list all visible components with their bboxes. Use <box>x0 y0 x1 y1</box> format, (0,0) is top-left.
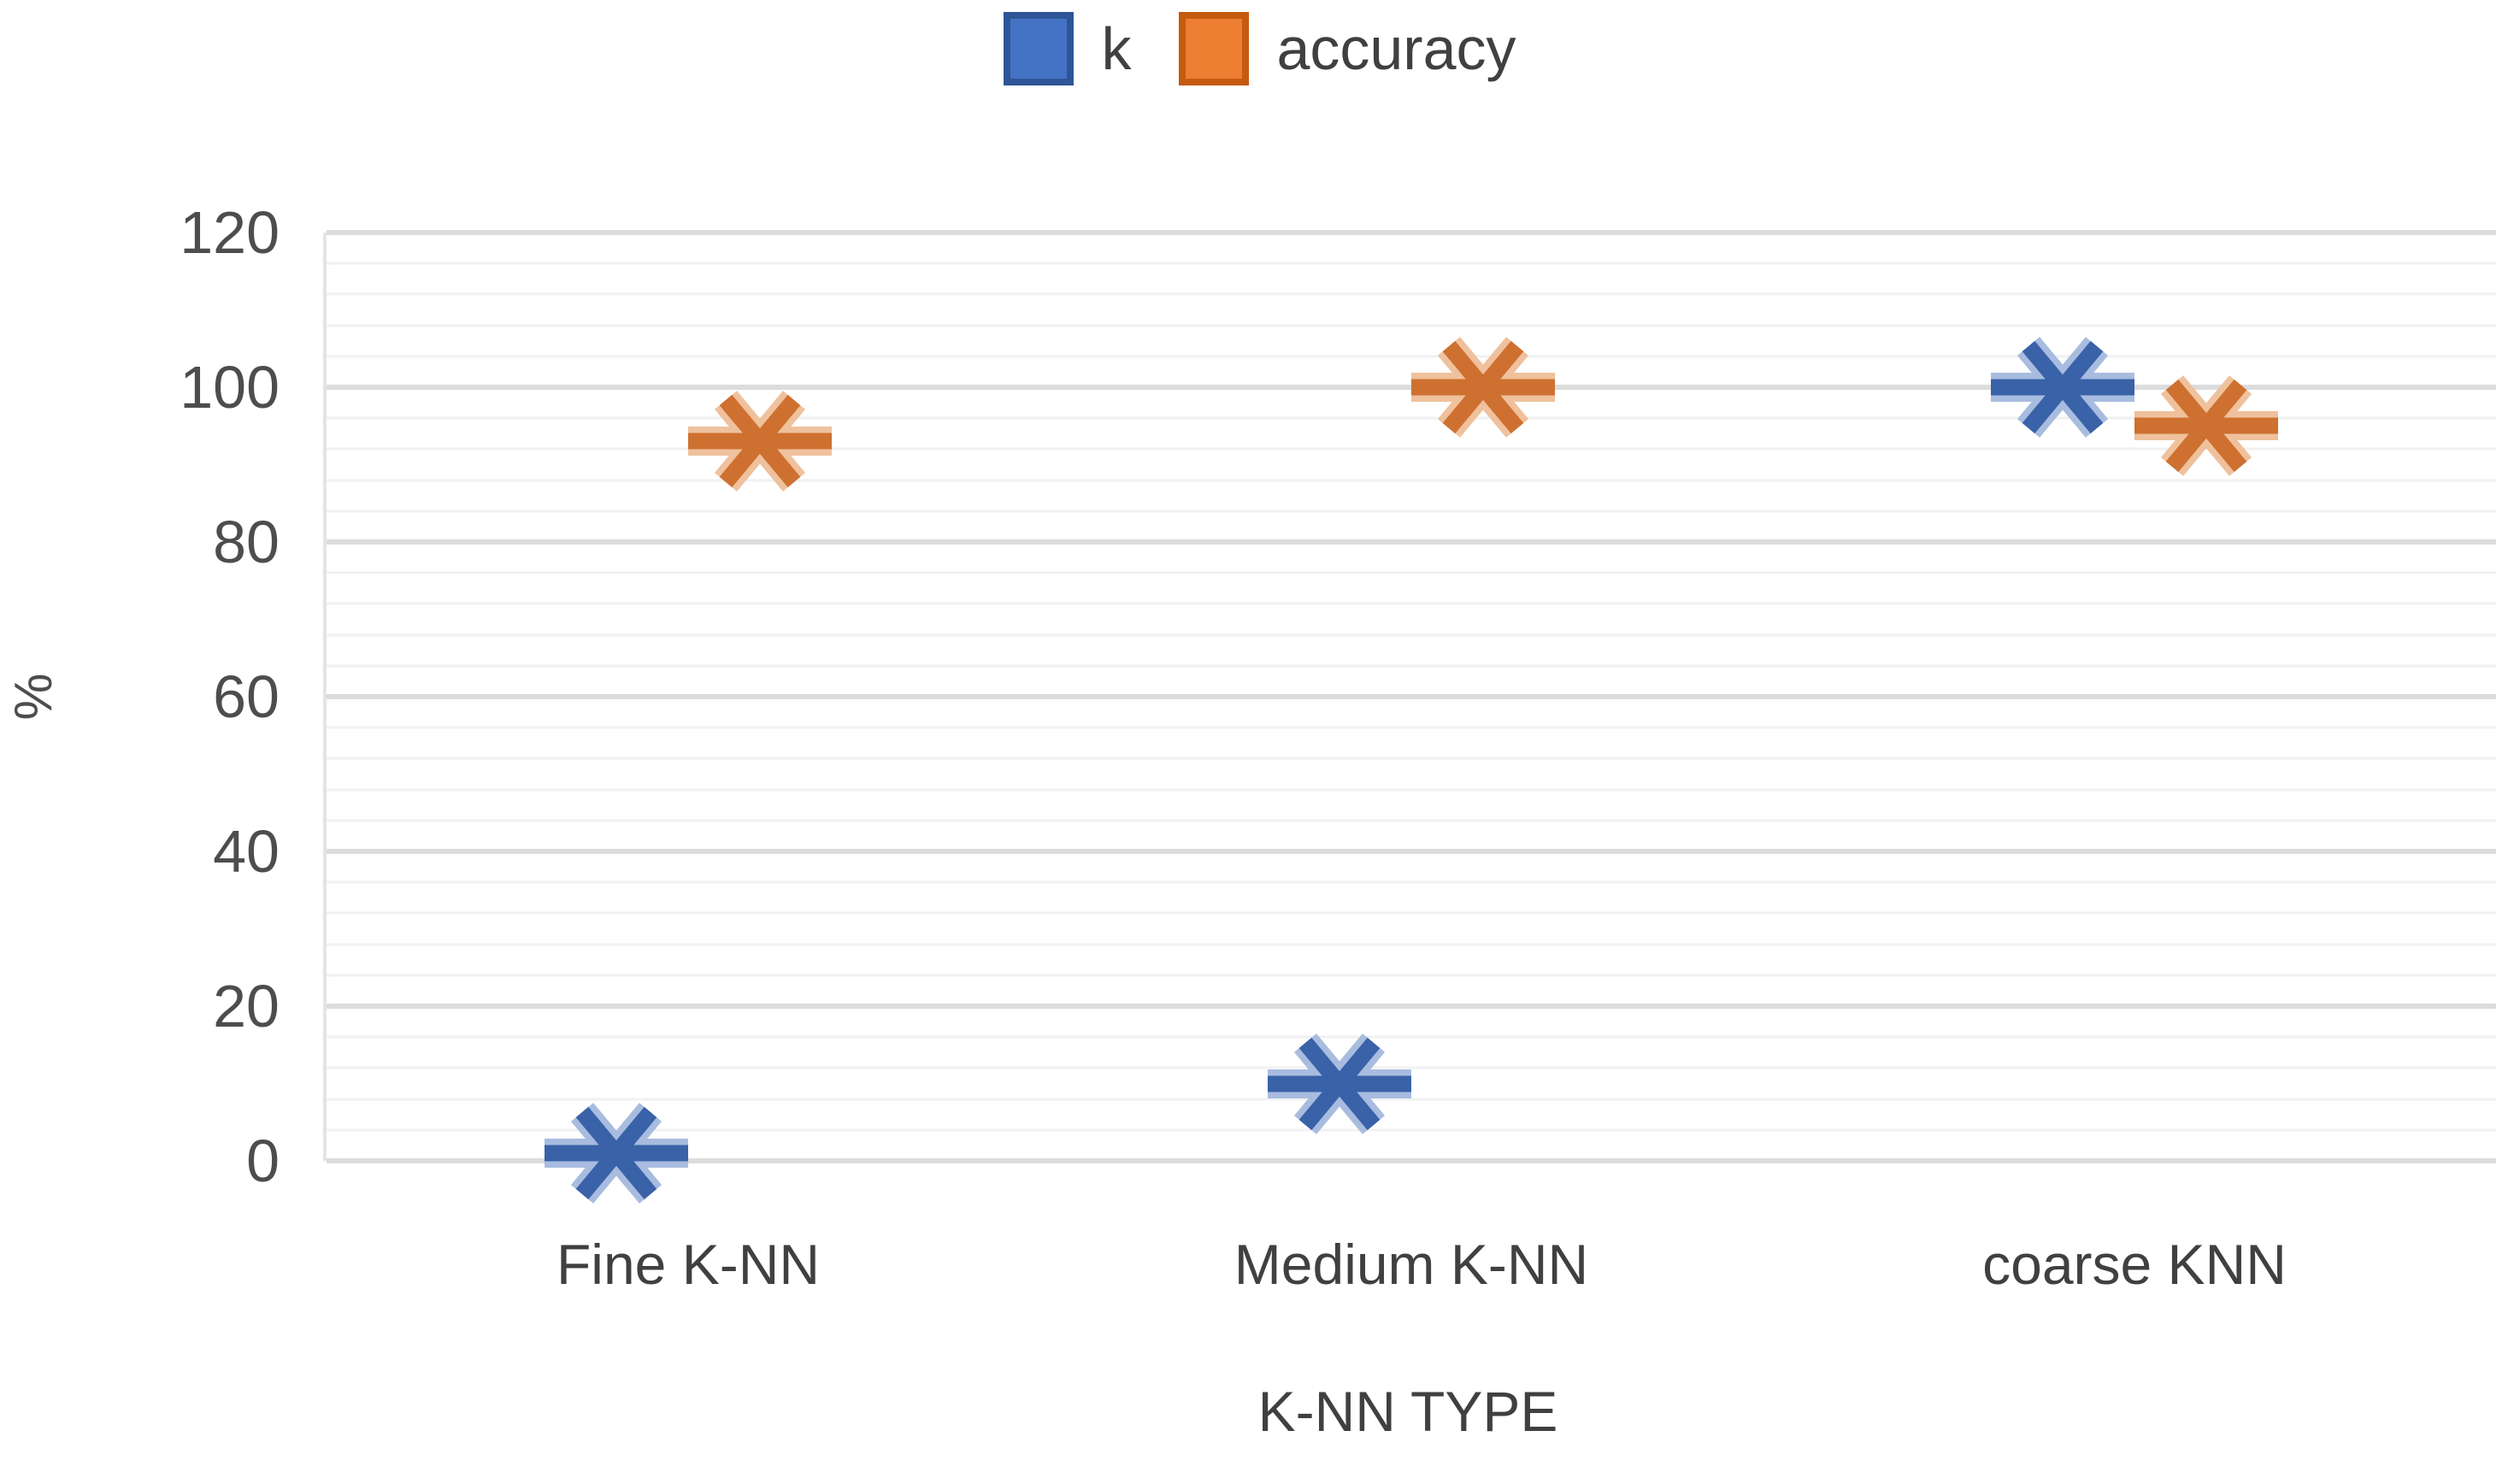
gridline-major <box>327 1004 2496 1009</box>
plot-area: 0 20 40 60 80 100 120 Fine K-NN Medium K-NN coars… <box>180 203 2496 1292</box>
gridline-major <box>327 539 2496 545</box>
marker-k-2 <box>1964 289 2161 486</box>
legend-swatch-accuracy <box>1179 12 1250 85</box>
gridline-minor <box>327 602 2496 605</box>
gridline-minor <box>327 911 2496 915</box>
gridline-minor <box>327 819 2496 822</box>
x-category-label: coarse KNN <box>1982 1233 2287 1296</box>
gridline-major <box>327 849 2496 854</box>
gridline-minor <box>327 726 2496 729</box>
gridline-major <box>327 1158 2496 1163</box>
y-tick-label: 120 <box>180 199 280 266</box>
marker-accuracy-2 <box>2108 327 2305 524</box>
legend-item-accuracy: accuracy <box>1179 12 1516 85</box>
y-tick-label: 60 <box>213 663 280 730</box>
gridline-minor <box>327 664 2496 668</box>
x-category-label: Medium K-NN <box>1234 1233 1589 1296</box>
gridline-minor <box>327 324 2496 327</box>
gridline-minor <box>327 292 2496 296</box>
gridline-minor <box>327 447 2496 450</box>
legend-label-accuracy: accuracy <box>1276 15 1516 82</box>
x-axis-title: K-NN TYPE <box>1257 1380 1558 1443</box>
marker-accuracy-1 <box>1385 289 1581 486</box>
gridline-minor <box>327 974 2496 977</box>
y-tick-label: 100 <box>180 354 280 421</box>
gridline-major <box>327 694 2496 699</box>
marker-k-0 <box>518 1055 715 1251</box>
gridline-minor <box>327 880 2496 884</box>
legend-label-k: k <box>1101 15 1132 82</box>
gridline-minor <box>327 1098 2496 1101</box>
gridline-minor <box>327 1128 2496 1132</box>
gridline-minor <box>327 571 2496 574</box>
gridline-minor <box>327 757 2496 760</box>
y-tick-label: 0 <box>246 1128 280 1194</box>
gridline-minor <box>327 1066 2496 1069</box>
y-tick-label: 40 <box>213 818 280 885</box>
legend-swatch-k <box>1004 12 1075 85</box>
marker-k-1 <box>1241 986 1438 1182</box>
gridline-minor <box>327 1035 2496 1039</box>
y-tick-label: 80 <box>213 509 280 575</box>
chart-legend: k accuracy <box>0 12 2520 85</box>
gridline-minor <box>327 943 2496 946</box>
gridline-minor <box>327 509 2496 513</box>
legend-item-k: k <box>1004 12 1131 85</box>
gridline-minor <box>327 788 2496 792</box>
gridline-major <box>327 230 2496 235</box>
gridline-minor <box>327 633 2496 637</box>
gridline-minor <box>327 262 2496 265</box>
marker-accuracy-0 <box>662 343 858 539</box>
gridline-minor <box>327 479 2496 482</box>
y-tick-label: 20 <box>213 973 280 1039</box>
y-axis-title: % <box>4 673 64 721</box>
gridline-minor <box>327 355 2496 358</box>
gridline-minor <box>327 416 2496 420</box>
x-category-label: Fine K-NN <box>556 1233 821 1296</box>
